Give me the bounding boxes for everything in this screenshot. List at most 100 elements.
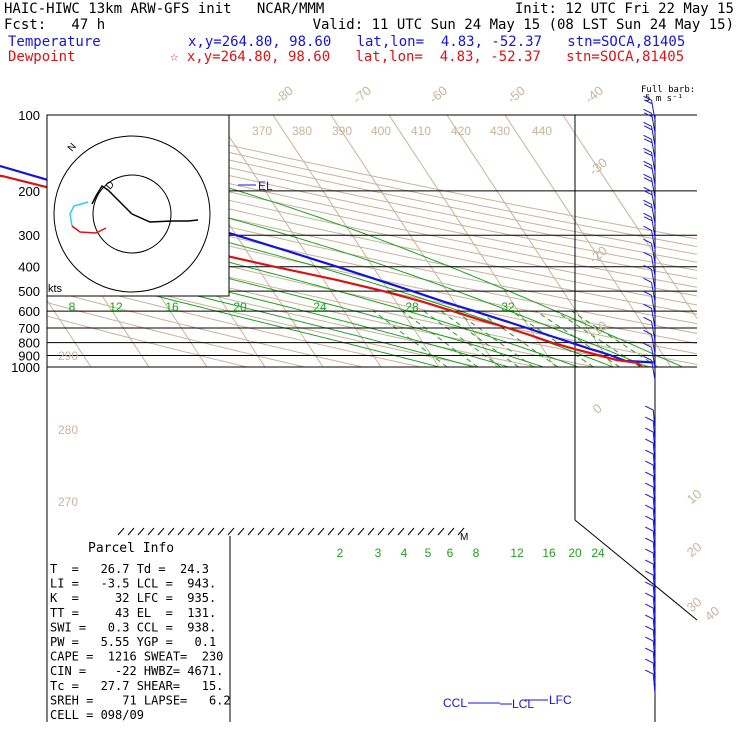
moist-adiabat-line xyxy=(47,231,544,368)
wind-barb xyxy=(652,564,656,585)
parcel-info-title: Parcel Info xyxy=(88,541,174,556)
parcel-info-row: TT = 43 EL = 131. xyxy=(50,606,216,620)
wind-barb xyxy=(652,641,656,662)
dewpoint-legend: Dewpoint xyxy=(8,49,76,65)
wind-barb xyxy=(652,454,656,475)
ccl-marker: CCL xyxy=(443,696,467,710)
moist-adiabat-line xyxy=(47,256,474,368)
mixing-ratio-label: 16 xyxy=(542,546,556,560)
mixing-ratio-line xyxy=(440,310,519,368)
parcel-panel-bg xyxy=(48,536,230,722)
hatch-mark xyxy=(347,527,355,536)
wind-barb-flag xyxy=(645,526,654,532)
wind-barb xyxy=(652,597,656,618)
wind-barb-flag xyxy=(645,658,654,664)
mixing-ratio-label: 5 xyxy=(425,546,432,560)
hatch-mark xyxy=(367,527,375,536)
wind-barb-flag xyxy=(645,471,654,477)
wind-barb xyxy=(651,269,656,290)
pressure-label: 700 xyxy=(18,321,40,336)
pressure-label: 500 xyxy=(18,284,40,299)
wind-barb-flag xyxy=(643,173,652,179)
wind-barb-flag xyxy=(645,438,654,444)
wind-barb-flag xyxy=(645,647,654,653)
moist-adiabat-line xyxy=(47,136,683,368)
isotherm-line xyxy=(388,115,556,368)
hatch-mark xyxy=(447,527,455,536)
dewpoint-location: ☆ x,y=264.80, 98.60 lat,lon= 4.83, -52.3… xyxy=(170,49,685,65)
hatch-mark xyxy=(127,527,135,536)
isotherm-label: -30 xyxy=(586,155,610,179)
wind-barb-flag xyxy=(643,238,652,244)
theta-label: 410 xyxy=(411,124,431,138)
wind-barb-flag xyxy=(643,121,652,127)
wind-barb xyxy=(652,663,656,684)
wind-barb-flag xyxy=(645,570,654,576)
wind-barb-flag xyxy=(643,225,652,231)
hatch-mark xyxy=(137,527,145,536)
valid-time: Valid: 11 UTC Sun 24 May 15 (08 LST Sun … xyxy=(312,17,734,33)
wind-barb-flag xyxy=(643,216,653,222)
barb-note: Full barb: xyxy=(641,85,696,95)
el-marker: EL xyxy=(258,179,273,193)
wind-barb-flag xyxy=(643,177,653,183)
isotherm-line xyxy=(272,115,440,368)
wind-barb-flag xyxy=(645,548,654,554)
parcel-info-row: PW = 5.55 YGP = 0.1 xyxy=(50,635,216,649)
pressure-label: 600 xyxy=(18,304,40,319)
wind-barb-flag xyxy=(643,277,652,283)
wind-barb-flag xyxy=(645,559,654,565)
pressure-label: 900 xyxy=(18,348,40,363)
wind-barb-flag xyxy=(645,625,654,631)
hatch-mark xyxy=(437,527,445,536)
wind-barb xyxy=(651,282,656,303)
moist-adiabat-line xyxy=(47,215,579,368)
hatch-mark xyxy=(117,527,125,536)
mixing-ratio-line xyxy=(535,310,620,368)
wind-barb-flag xyxy=(643,203,653,209)
dry-adiabat-line xyxy=(47,156,697,297)
wind-barb-flag xyxy=(643,108,652,114)
hatch-mark xyxy=(197,527,205,536)
wind-barb-flag xyxy=(645,493,654,499)
dry-adiabat-line xyxy=(47,302,305,368)
hatch-mark xyxy=(377,527,385,536)
mixing-ratio-label: 2 xyxy=(337,546,344,560)
isotherm-line xyxy=(330,115,498,368)
mixing-ratio-label: 20 xyxy=(568,546,582,560)
hodograph-kts-label: kts xyxy=(48,283,63,295)
hatch-mark xyxy=(417,527,425,536)
wind-barb xyxy=(652,630,656,651)
isotherm-label: -80 xyxy=(272,83,296,107)
wind-barb-flag xyxy=(643,99,653,105)
wind-barb xyxy=(651,295,656,316)
hatch-mark xyxy=(207,527,215,536)
dry-adiabat-line xyxy=(68,115,697,248)
mixing-ratio-line xyxy=(402,310,479,368)
hatch-mark xyxy=(267,527,275,536)
parcel-info-row: CAPE = 1216 SWEAT= 230 xyxy=(50,650,223,664)
theta-label: 370 xyxy=(252,124,272,138)
isotherm-line xyxy=(446,115,614,368)
hatch-mark xyxy=(357,527,365,536)
mixing-ratio-label: 4 xyxy=(401,546,408,560)
lcl-marker: LCL xyxy=(512,697,534,711)
wind-barb-flag xyxy=(643,160,652,166)
hatch-mark xyxy=(287,527,295,536)
wind-barb xyxy=(652,553,656,574)
model-title: HAIC-HIWC 13km ARW-GFS init NCAR/MMM xyxy=(4,1,325,17)
wind-barb-flag xyxy=(645,636,654,642)
theta-label: 290 xyxy=(58,349,78,363)
parcel-info-row: K = 32 LFC = 935. xyxy=(50,591,216,605)
dry-adiabat-line xyxy=(47,116,697,255)
wind-barb xyxy=(652,410,656,431)
theta-label: 280 xyxy=(58,423,78,437)
dry-adiabat-line xyxy=(47,264,479,368)
wind-barb xyxy=(651,243,656,264)
wind-barb-flag xyxy=(643,186,652,192)
parcel-info-row: T = 26.7 Td = 24.3 xyxy=(50,562,209,576)
wind-barb xyxy=(652,509,656,530)
wind-barb xyxy=(652,498,656,519)
wind-barb xyxy=(651,334,656,355)
